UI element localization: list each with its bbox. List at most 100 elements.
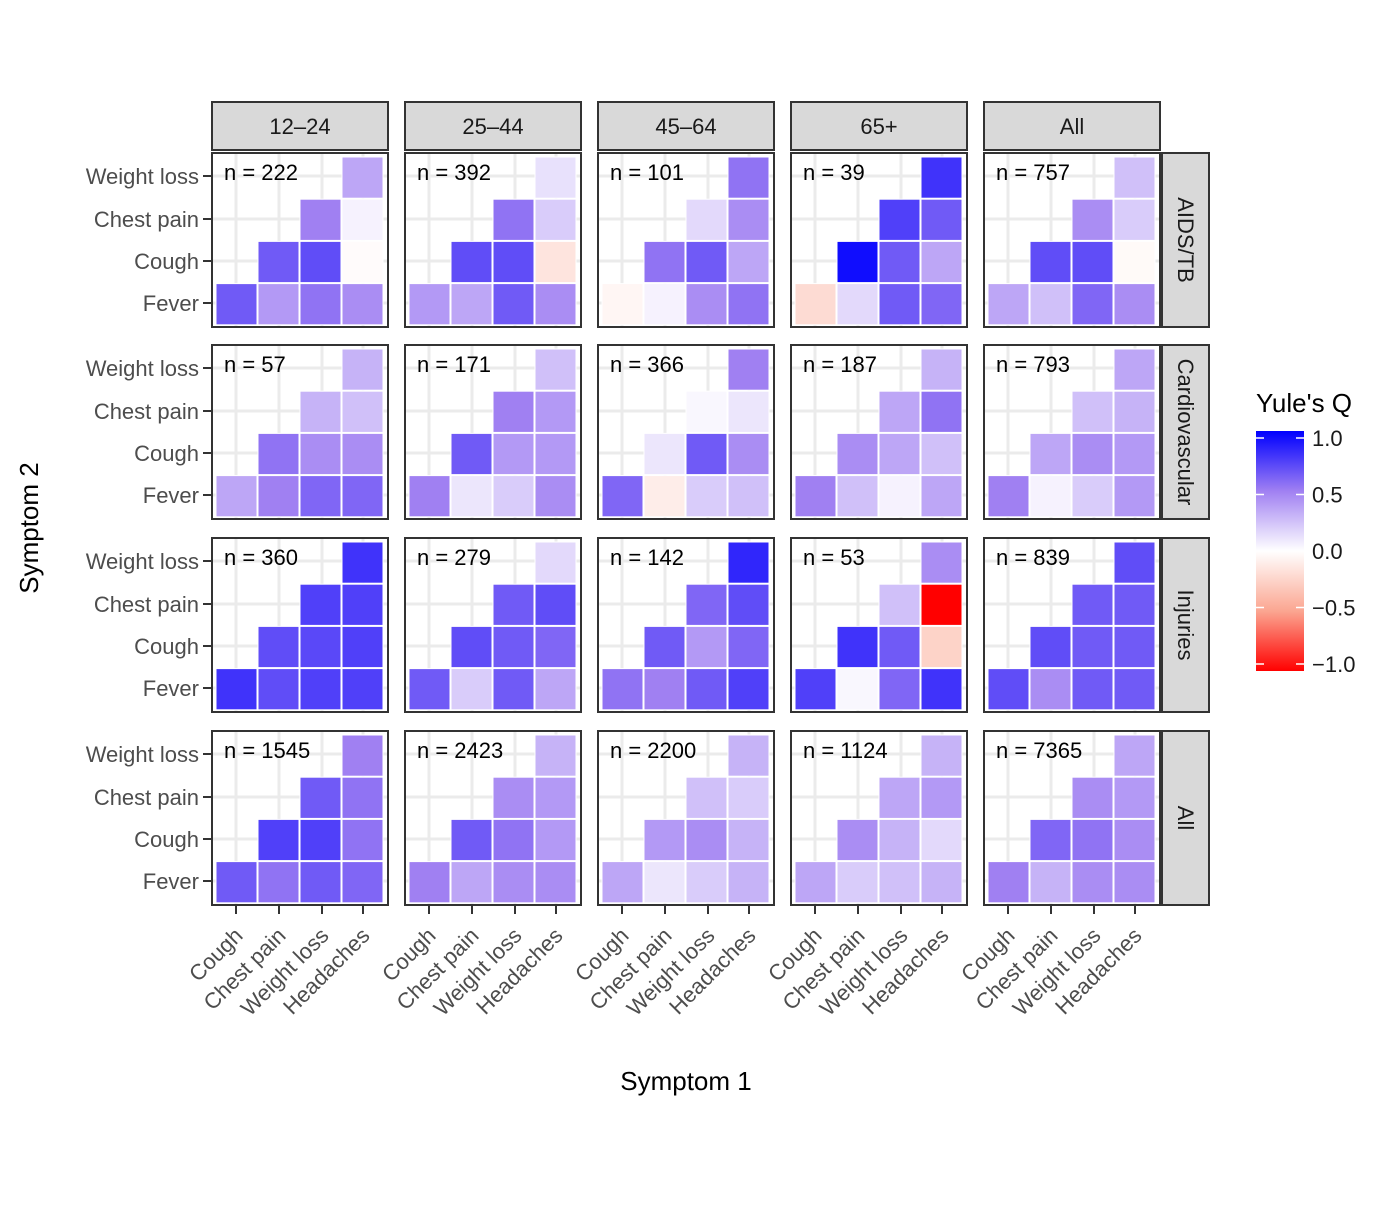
heatmap-cell	[643, 283, 686, 326]
heatmap-cell	[920, 283, 963, 326]
heatmap-cell	[1113, 156, 1156, 199]
column-strip-label: 25–44	[462, 114, 523, 139]
panel-border	[404, 730, 582, 906]
legend-title: Yule's Q	[1256, 388, 1352, 418]
row-strip: All	[1161, 730, 1210, 906]
legend-tick-label: −0.5	[1312, 596, 1355, 621]
heatmap-cell	[727, 283, 770, 326]
heatmap-cell	[1113, 541, 1156, 584]
heatmap-cell	[727, 668, 770, 711]
sample-size-label: n = 53	[803, 545, 865, 570]
heatmap-cell	[492, 583, 535, 626]
row-strip-label: All	[1173, 806, 1198, 830]
sample-size-label: n = 7365	[996, 738, 1082, 763]
strip-background	[1161, 344, 1210, 520]
heatmap-cell	[257, 818, 300, 862]
heatmap-cell	[534, 475, 577, 518]
column-strip: 45–64	[597, 101, 775, 151]
heatmap-cell	[492, 625, 535, 669]
facet-panel: n = 187	[790, 344, 968, 520]
color-legend: Yule's Q 1.0 0.5 0.0 −0.5 −1.0	[1256, 388, 1355, 677]
y-tick-label: Weight loss	[86, 164, 199, 189]
heatmap-cell	[341, 776, 384, 819]
y-tick-label: Weight loss	[86, 356, 199, 381]
column-strip-label: 65+	[860, 114, 897, 139]
heatmap-cell	[450, 283, 493, 326]
sample-size-label: n = 366	[610, 352, 684, 377]
heatmap-cell	[878, 198, 921, 241]
heatmap-cell	[408, 668, 451, 711]
heatmap-cell	[727, 240, 770, 284]
heatmap-cell	[920, 818, 963, 862]
y-tick-label: Weight loss	[86, 742, 199, 767]
heatmap-cell	[1029, 861, 1072, 904]
facet-panel: n = 39	[790, 152, 968, 328]
heatmap-cell	[1113, 818, 1156, 862]
heatmap-cell	[299, 475, 342, 518]
strip-background	[1161, 730, 1210, 906]
heatmap-cell	[727, 583, 770, 626]
heatmap-cell	[1071, 625, 1114, 669]
row-strip-label: Cardiovascular	[1173, 359, 1198, 506]
strip-background	[404, 101, 582, 151]
column-strip: 12–24	[211, 101, 389, 151]
heatmap-cell	[534, 283, 577, 326]
heatmap-cell	[1029, 475, 1072, 518]
heatmap-cell	[299, 818, 342, 862]
panel-border	[790, 152, 968, 328]
heatmap-cell	[878, 861, 921, 904]
heatmap-cell	[1029, 818, 1072, 862]
facet-panel: n = 366	[597, 344, 775, 520]
heatmap-cell	[341, 348, 384, 391]
heatmap-cell	[878, 583, 921, 626]
heatmap-cell	[878, 668, 921, 711]
heatmap-cell	[1071, 583, 1114, 626]
panel-border	[404, 152, 582, 328]
heatmap-cell	[492, 390, 535, 433]
y-tick-label: Cough	[134, 249, 199, 274]
sample-size-label: n = 1545	[224, 738, 310, 763]
panel-border	[983, 152, 1161, 328]
heatmap-cell	[794, 475, 837, 518]
heatmap-cell	[727, 475, 770, 518]
heatmap-cell	[727, 818, 770, 862]
facet-panel: n = 793	[983, 344, 1161, 520]
heatmap-cell	[685, 390, 728, 433]
facet-panel: n = 101	[597, 152, 775, 328]
sample-size-label: n = 279	[417, 545, 491, 570]
panel-border	[211, 344, 389, 520]
heatmap-cell	[534, 734, 577, 777]
panel-border	[790, 344, 968, 520]
heatmap-cell	[643, 475, 686, 518]
facet-panel: n = 7365	[983, 730, 1161, 906]
heatmap-cell	[878, 390, 921, 433]
heatmap-cell	[685, 818, 728, 862]
facet-panel: n = 279	[404, 537, 582, 713]
heatmap-cell	[1113, 432, 1156, 476]
heatmap-cell	[1113, 861, 1156, 904]
heatmap-cell	[215, 283, 258, 326]
heatmap-cell	[836, 432, 879, 476]
heatmap-cell	[257, 432, 300, 476]
facet-panel: n = 222	[211, 152, 389, 328]
heatmap-cell	[727, 734, 770, 777]
panel-border	[790, 537, 968, 713]
heatmap-cell	[878, 475, 921, 518]
heatmap-cell	[492, 240, 535, 284]
heatmap-cell	[341, 432, 384, 476]
row-strip-label: Injuries	[1173, 590, 1198, 661]
row-strip: Cardiovascular	[1161, 344, 1210, 520]
heatmap-cell	[1071, 668, 1114, 711]
heatmap-cell	[1113, 348, 1156, 391]
heatmap-cell	[299, 583, 342, 626]
legend-tick-label: 0.0	[1312, 539, 1343, 564]
heatmap-cell	[727, 541, 770, 584]
heatmap-cell	[341, 390, 384, 433]
sample-size-label: n = 757	[996, 160, 1070, 185]
sample-size-label: n = 2200	[610, 738, 696, 763]
y-tick-label: Cough	[134, 634, 199, 659]
heatmap-cell	[1113, 734, 1156, 777]
facet-panels: n = 222 n = 392 n = 101 n = 39 n = 757 n = 57…	[211, 152, 1161, 906]
y-tick-label: Fever	[143, 291, 199, 316]
panel-border	[597, 152, 775, 328]
